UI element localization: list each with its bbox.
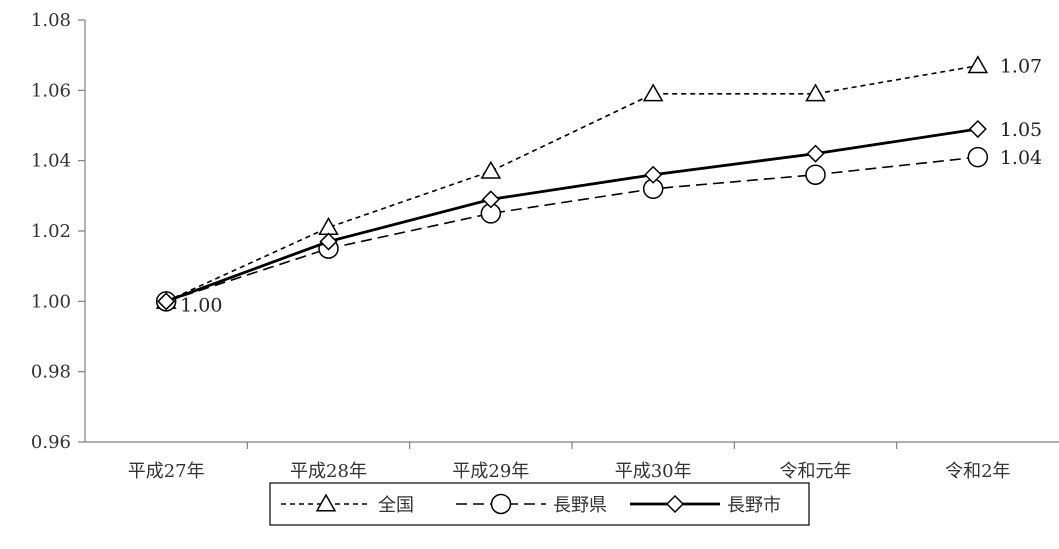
series-2 — [155, 146, 989, 312]
legend-item: 長野市 — [630, 494, 781, 516]
data-label: 1.04 — [1000, 147, 1042, 169]
data-point — [319, 232, 338, 251]
data-point — [481, 190, 500, 209]
x-tick-label: 平成28年 — [290, 461, 367, 482]
data-point — [642, 83, 664, 102]
x-tick-label: 令和2年 — [945, 461, 1010, 482]
y-tick-label: 1.02 — [31, 221, 71, 242]
series-line — [165, 156, 978, 303]
data-point — [967, 146, 989, 168]
legend-marker — [665, 494, 685, 514]
legend-marker — [315, 493, 337, 512]
y-tick-label: 1.06 — [31, 80, 71, 101]
data-labels: 1.07 1.04 1.05 1.00 — [180, 56, 1042, 317]
x-tick-label: 令和元年 — [780, 461, 852, 482]
y-tick-label: 1.08 — [31, 10, 71, 31]
x-tick-label: 平成29年 — [452, 461, 529, 482]
data-point — [644, 165, 663, 184]
legend-label: 長野市 — [727, 495, 781, 516]
legend-marker — [490, 493, 512, 515]
data-point — [157, 292, 176, 311]
series-1 — [155, 55, 989, 309]
legend-item: 全国 — [281, 493, 414, 516]
y-ticks: 0.96 0.98 1.00 1.02 1.04 1.06 1.08 — [31, 10, 85, 453]
data-point — [805, 83, 826, 102]
y-tick-label: 0.98 — [31, 362, 71, 383]
series-layer — [155, 55, 989, 312]
legend: 全国 長野県 長野市 — [269, 482, 810, 526]
data-point — [967, 55, 989, 74]
axes: 0.960.981.001.021.041.061.08 平成27年 平成28年平… — [31, 10, 1059, 482]
y-tick-label: 1.04 — [31, 151, 71, 172]
x-ticks: 平成27年 平成28年 平成29年 平成30年 令和元年 令和2年 — [128, 442, 1011, 482]
series-line — [165, 127, 979, 303]
series-3 — [157, 119, 987, 311]
data-point — [318, 216, 339, 235]
legend-label: 全国 — [378, 495, 414, 516]
legend-item: 長野県 — [456, 493, 607, 516]
x-tick-label: 平成30年 — [615, 461, 692, 482]
y-tick-label: 0.96 — [31, 432, 71, 453]
data-point — [480, 160, 502, 179]
data-point — [968, 119, 987, 139]
y-tick-label: 1.00 — [31, 291, 71, 312]
legend-items: 全国 長野県 長野市 — [281, 493, 781, 516]
data-label: 1.00 — [180, 294, 222, 316]
x-tick-label: 平成27年 — [128, 461, 205, 482]
series-line — [165, 64, 978, 303]
data-point — [805, 164, 826, 185]
data-label: 1.05 — [1000, 119, 1042, 141]
data-point — [806, 144, 825, 163]
legend-label: 長野県 — [553, 495, 607, 516]
data-label: 1.07 — [1000, 56, 1042, 78]
